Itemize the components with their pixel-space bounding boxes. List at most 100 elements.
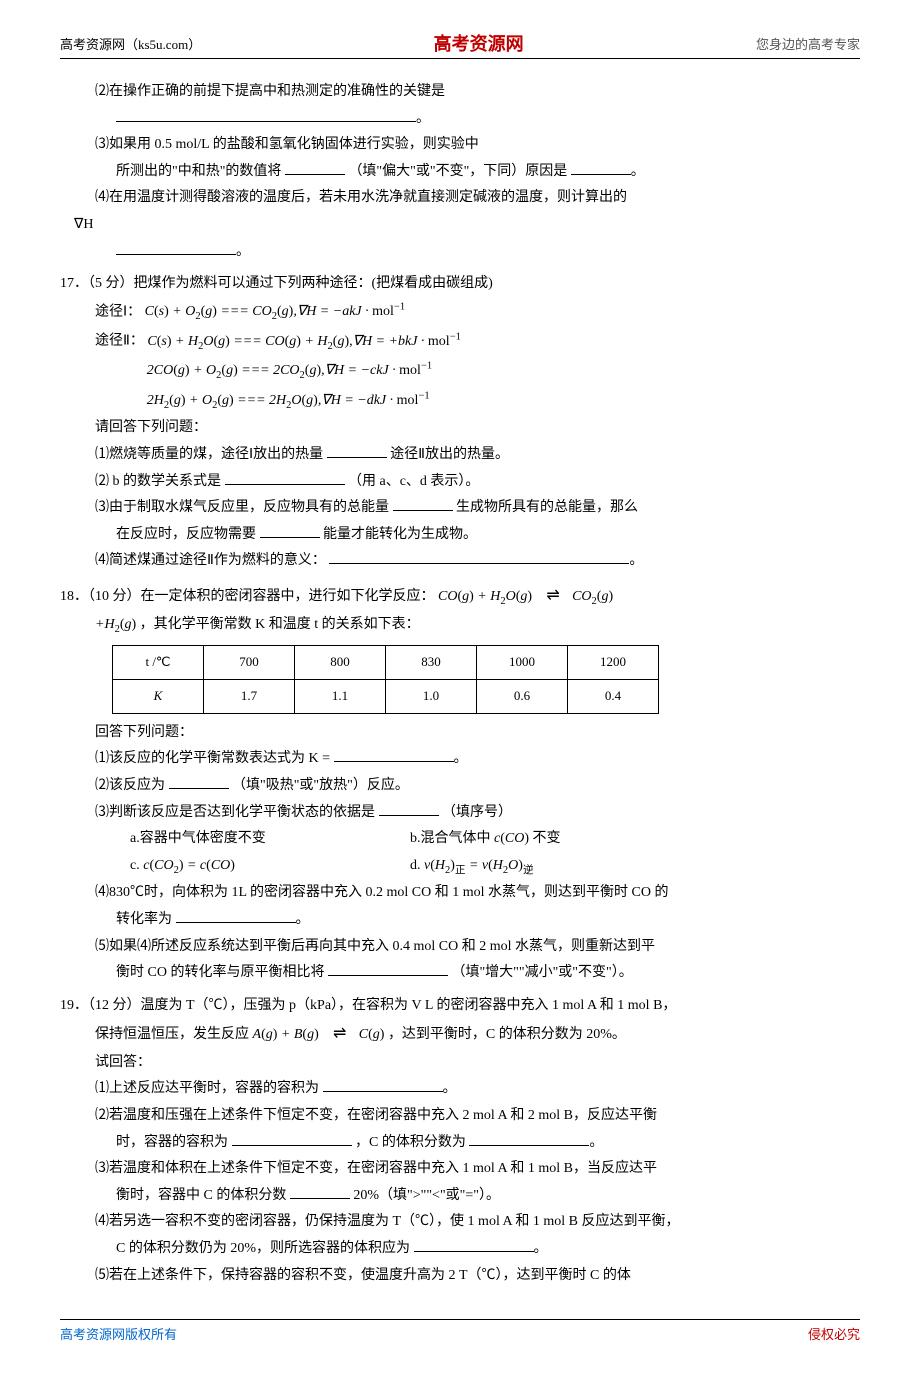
q17-p1b: 途径Ⅱ放出的热量。 <box>390 447 509 462</box>
table-cell: 0.4 <box>568 680 659 714</box>
blank <box>176 908 296 923</box>
blank <box>328 961 448 976</box>
blank <box>327 443 387 458</box>
table-cell: 1200 <box>568 646 659 680</box>
q18-p5a: ⑸如果⑷所述反应系统达到平衡后再向其中充入 0.4 mol CO 和 2 mol… <box>60 934 860 961</box>
blank <box>260 523 320 538</box>
q17-eq3: 2CO(g) + O2(g) === 2CO2(g),∇H = −ckJ · m… <box>147 363 432 378</box>
table-cell: K <box>113 680 204 714</box>
table-cell: 830 <box>386 646 477 680</box>
q17-p2a: ⑵ b 的数学关系式是 <box>95 474 221 489</box>
q16-part2: ⑵在操作正确的前提下提高中和热测定的准确性的关键是 <box>60 79 860 106</box>
q18-opt-b: b.混合气体中 c(CO) 不变 <box>410 826 630 853</box>
content-body: ⑵在操作正确的前提下提高中和热测定的准确性的关键是 。 ⑶如果用 0.5 mol… <box>60 79 860 1289</box>
q18-reaction: CO(g) + H2O(g)CO2(g) <box>438 589 613 604</box>
header-center-logo: 高考资源网 <box>434 30 524 56</box>
q17-route2-label: 途径Ⅱ： <box>95 334 144 349</box>
table-cell: 800 <box>295 646 386 680</box>
blank <box>329 549 629 564</box>
q18-p3b: （填序号） <box>442 805 512 820</box>
blank <box>290 1184 350 1199</box>
q18-opt-a: a.容器中气体密度不变 <box>130 826 350 853</box>
q18-p1: ⑴该反应的化学平衡常数表达式为 K = <box>95 751 330 766</box>
q17-eq1: C(s) + O2(g) === CO2(g),∇H = −akJ · mol−… <box>145 304 405 319</box>
table-row: t /℃ 700 800 830 1000 1200 <box>113 646 659 680</box>
header-left: 高考资源网（ks5u.com） <box>60 34 201 53</box>
q19-reaction: A(g) + B(g)C(g) <box>253 1027 385 1042</box>
table-cell: t /℃ <box>113 646 204 680</box>
blank <box>469 1131 589 1146</box>
table-cell: 1.1 <box>295 680 386 714</box>
q17-p3a: ⑶由于制取水煤气反应里，反应物具有的总能量 <box>95 500 389 515</box>
q19-p4a: ⑷若另选一容积不变的密闭容器，仍保持温度为 T（℃），使 1 mol A 和 1… <box>60 1209 860 1236</box>
blank <box>232 1131 352 1146</box>
q18-p3a: ⑶判断该反应是否达到化学平衡状态的依据是 <box>95 805 375 820</box>
q19-ask: 试回答： <box>60 1050 860 1077</box>
table-cell: 700 <box>204 646 295 680</box>
blank <box>323 1077 443 1092</box>
q19-p3a: ⑶若温度和体积在上述条件下恒定不变，在密闭容器中充入 1 mol A 和 1 m… <box>60 1156 860 1183</box>
header-right: 您身边的高考专家 <box>756 34 860 53</box>
q19-p3c: 20%（填">""<"或"="）。 <box>353 1188 500 1203</box>
q17-ask: 请回答下列问题： <box>60 415 860 442</box>
q16-part3-line1: ⑶如果用 0.5 mol/L 的盐酸和氢氧化钠固体进行实验，则实验中 <box>60 132 860 159</box>
q16-part3-line2a: 所测出的"中和热"的数值将 <box>116 164 281 179</box>
blank <box>116 107 416 122</box>
q18-head-b: ，其化学平衡常数 K 和温度 t 的关系如下表： <box>140 617 420 632</box>
q18-table: t /℃ 700 800 830 1000 1200 K 1.7 1.1 1.0… <box>112 645 659 713</box>
table-cell: 1.7 <box>204 680 295 714</box>
q17-p3c: 在反应时，反应物需要 <box>116 527 256 542</box>
q16-part4b: ∇H <box>60 212 860 239</box>
q17-p4: ⑷简述煤通过途径Ⅱ作为燃料的意义： <box>95 553 326 568</box>
q18-p2a: ⑵该反应为 <box>95 778 165 793</box>
q19-p1: ⑴上述反应达平衡时，容器的容积为 <box>95 1081 319 1096</box>
q17-p3d: 能量才能转化为生成物。 <box>323 527 477 542</box>
q17-eq2: C(s) + H2O(g) === CO(g) + H2(g),∇H = +bk… <box>147 334 460 349</box>
q19-head-b: 保持恒温恒压，发生反应 <box>95 1027 249 1042</box>
table-cell: 1000 <box>477 646 568 680</box>
blank <box>334 747 454 762</box>
blank <box>393 496 453 511</box>
footer-left: 高考资源网版权所有 <box>60 1324 177 1343</box>
q17-p2b: （用 a、c、d 表示）。 <box>348 474 479 489</box>
page-footer: 高考资源网版权所有 侵权必究 <box>60 1319 860 1343</box>
q17-eq4: 2H2(g) + O2(g) === 2H2O(g),∇H = −dkJ · m… <box>147 393 430 408</box>
q17-p3b: 生成物所具有的总能量，那么 <box>456 500 638 515</box>
q19-p2c: ，C 的体积分数为 <box>355 1135 466 1150</box>
page-header: 高考资源网（ks5u.com） 高考资源网 您身边的高考专家 <box>60 30 860 59</box>
q19-p3b: 衡时，容器中 C 的体积分数 <box>116 1188 286 1203</box>
q18-p4a: ⑷830℃时，向体积为 1L 的密闭容器中充入 0.2 mol CO 和 1 m… <box>60 880 860 907</box>
q18-opt-c: c. c(CO2) = c(CO) <box>130 853 350 881</box>
q19-head-a: 19．（12 分）温度为 T（℃），压强为 p（kPa），在容积为 V L 的密… <box>60 993 860 1020</box>
q18-ask: 回答下列问题： <box>60 720 860 747</box>
q18-head-a: 18．（10 分）在一定体积的密闭容器中，进行如下化学反应： <box>60 589 435 604</box>
q18-opt-d: d. v(H2)正 = v(H2O)逆 <box>410 853 630 881</box>
q18-p4b: 转化率为 <box>116 912 172 927</box>
q19-p2a: ⑵若温度和压强在上述条件下恒定不变，在密闭容器中充入 2 mol A 和 2 m… <box>60 1103 860 1130</box>
q17-p1a: ⑴燃烧等质量的煤，途径Ⅰ放出的热量 <box>95 447 323 462</box>
q18-head: 18．（10 分）在一定体积的密闭容器中，进行如下化学反应： CO(g) + H… <box>60 581 860 612</box>
blank <box>379 801 439 816</box>
q17-head: 17．（5 分）把煤作为燃料可以通过下列两种途径：(把煤看成由碳组成) <box>60 271 860 298</box>
blank <box>225 470 345 485</box>
blank <box>414 1237 534 1252</box>
q19-head-c: ，达到平衡时，C 的体积分数为 20%。 <box>388 1027 626 1042</box>
q18-p5b: 衡时 CO 的转化率与原平衡相比将 <box>116 965 324 980</box>
q17-route1-label: 途径Ⅰ： <box>95 304 141 319</box>
q18-reaction-cont: +H2(g) <box>95 617 136 632</box>
blank <box>116 240 236 255</box>
q16-part3-line2b: （填"偏大"或"不变"，下同）原因是 <box>348 164 567 179</box>
table-cell: 1.0 <box>386 680 477 714</box>
q19-p4b: C 的体积分数仍为 20%，则所选容器的体积应为 <box>116 1241 410 1256</box>
q16-part4a: ⑷在用温度计测得酸溶液的温度后，若未用水洗净就直接测定碱液的温度，则计算出的 <box>60 185 860 212</box>
q19-p5: ⑸若在上述条件下，保持容器的容积不变，使温度升高为 2 T（℃），达到平衡时 C… <box>60 1263 860 1290</box>
q18-p5c: （填"增大""减小"或"不变"）。 <box>451 965 632 980</box>
blank <box>571 160 631 175</box>
table-row: K 1.7 1.1 1.0 0.6 0.4 <box>113 680 659 714</box>
q18-p2b: （填"吸热"或"放热"）反应。 <box>232 778 409 793</box>
table-cell: 0.6 <box>477 680 568 714</box>
q19-p2b: 时，容器的容积为 <box>116 1135 228 1150</box>
blank <box>169 774 229 789</box>
blank <box>285 160 345 175</box>
footer-right: 侵权必究 <box>808 1324 860 1343</box>
